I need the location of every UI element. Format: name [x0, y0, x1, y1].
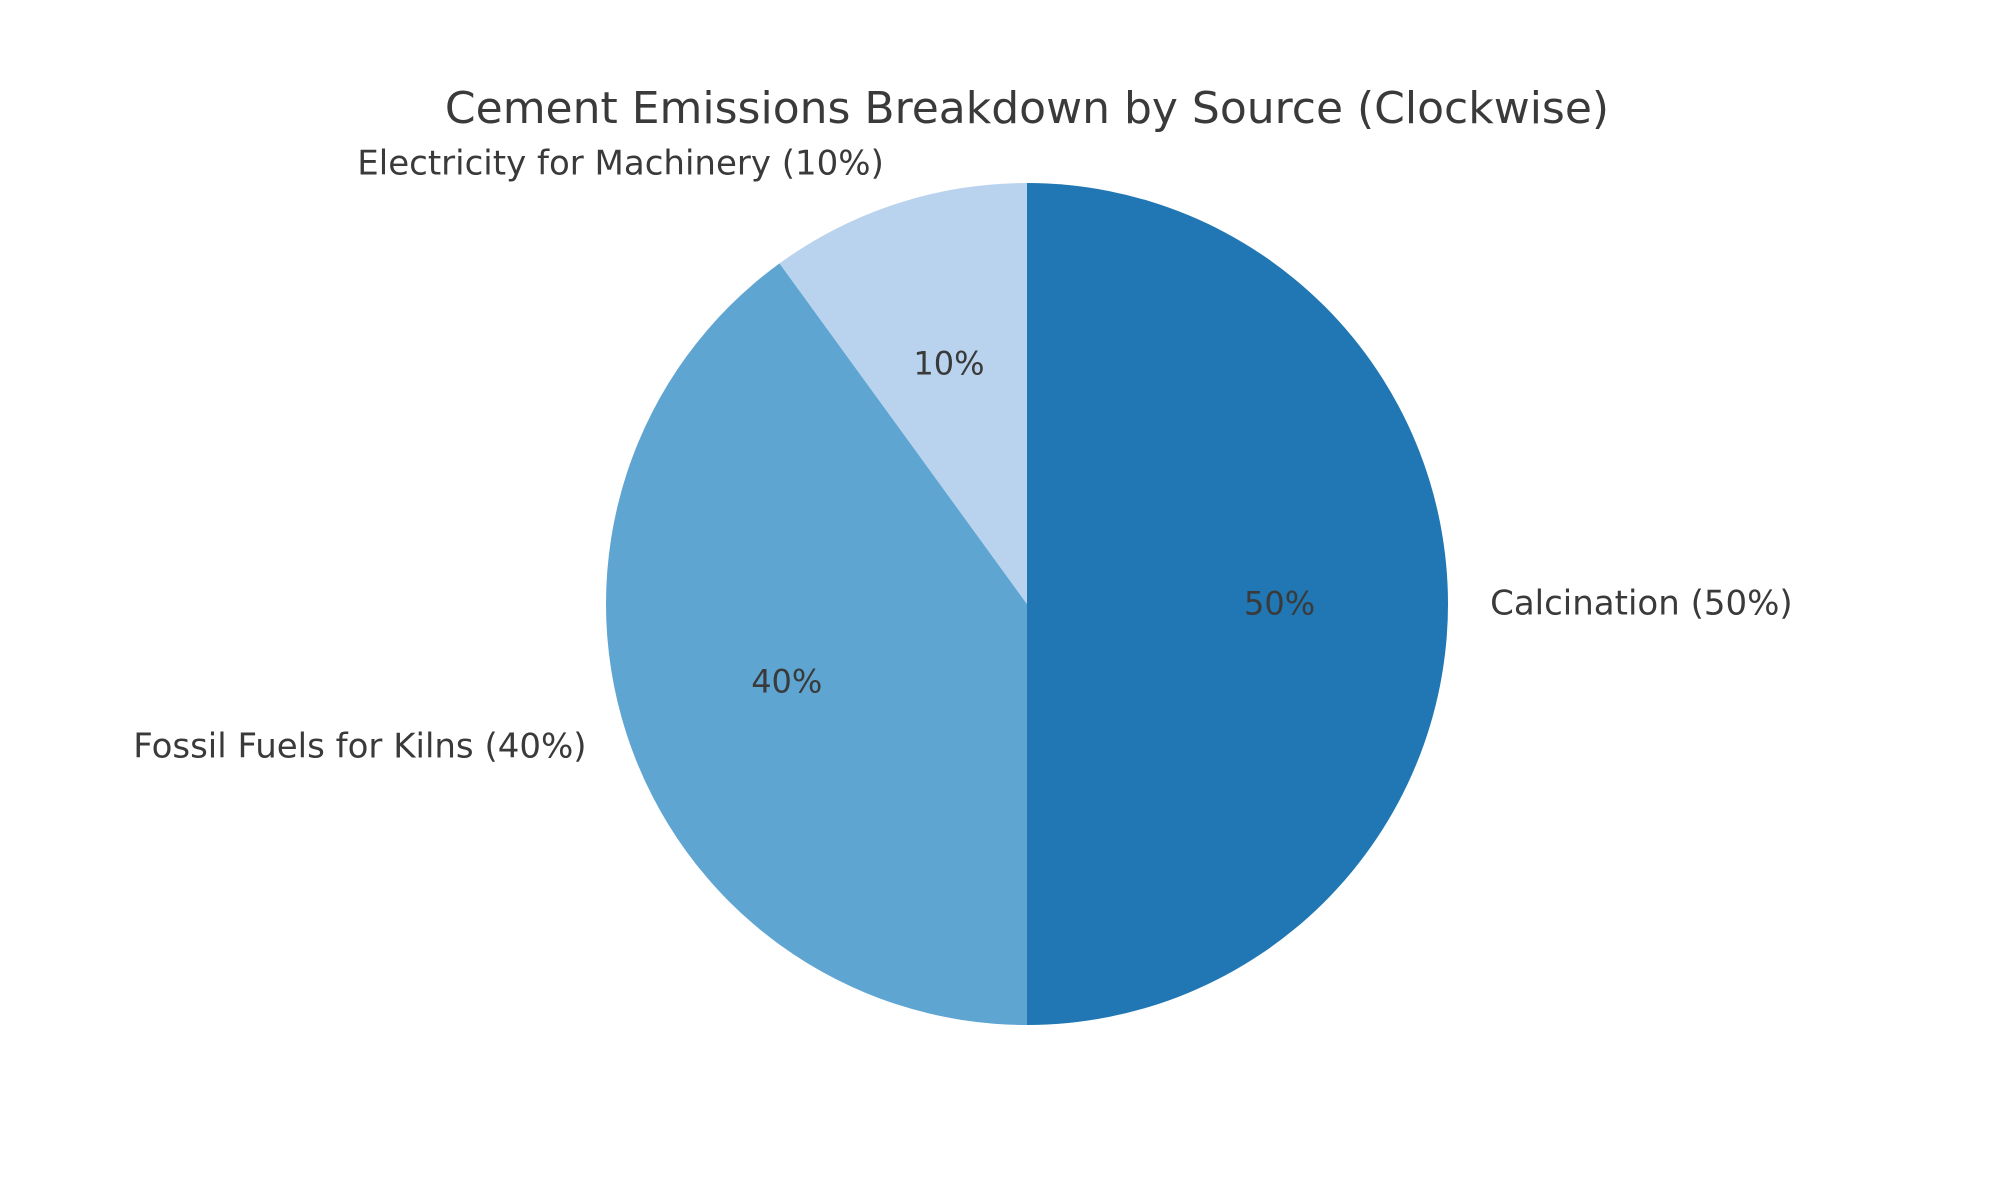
pct-label-electricity: 10%	[913, 344, 985, 383]
chart-title: Cement Emissions Breakdown by Source (Cl…	[444, 83, 1610, 134]
pie-slice-electricity-for-machinery	[779, 182, 1027, 604]
pie-slice-calcination	[1027, 183, 1448, 1025]
pct-label-fossil-fuels: 40%	[751, 662, 823, 701]
slice-label-fossil-fuels: Fossil Fuels for Kilns (40%)	[133, 726, 587, 767]
slice-label-calcination: Calcination (50%)	[1490, 583, 1793, 624]
pie-slice-fossil-fuels-for-kilns	[605, 263, 1027, 1025]
pct-label-calcination: 50%	[1244, 584, 1316, 623]
slice-label-electricity: Electricity for Machinery (10%)	[357, 142, 884, 183]
